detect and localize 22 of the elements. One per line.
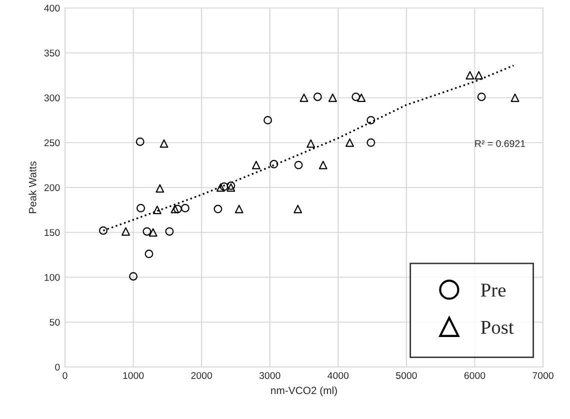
- x-axis-title: nm-VCO2 (ml): [271, 386, 337, 396]
- y-tick-label: 0: [55, 364, 60, 371]
- x-tick-label: 0: [62, 372, 68, 379]
- annotation: R² = 0.6921: [475, 140, 526, 148]
- x-tick-label: 7000: [532, 372, 554, 379]
- y-tick-label: 100: [44, 274, 60, 281]
- legend-label: Pre: [480, 284, 506, 297]
- x-tick-label: 6000: [464, 372, 486, 379]
- y-tick-label: 400: [44, 4, 60, 12]
- x-tick-label: 1000: [123, 372, 144, 379]
- x-tick-label: 5000: [396, 372, 417, 379]
- y-tick-label: 350: [44, 50, 60, 56]
- legend-label: Post: [480, 320, 514, 334]
- x-tick-label: 4000: [328, 372, 349, 379]
- y-axis-title: Peak Watts: [28, 161, 36, 214]
- x-tick-label: 2000: [191, 372, 212, 379]
- y-tick-label: 50: [50, 318, 60, 326]
- y-tick-label: 150: [44, 229, 60, 236]
- y-tick-label: 250: [44, 139, 60, 146]
- x-tick-label: 3000: [259, 372, 280, 379]
- y-tick-label: 200: [44, 184, 60, 192]
- y-tick-label: 300: [44, 94, 60, 102]
